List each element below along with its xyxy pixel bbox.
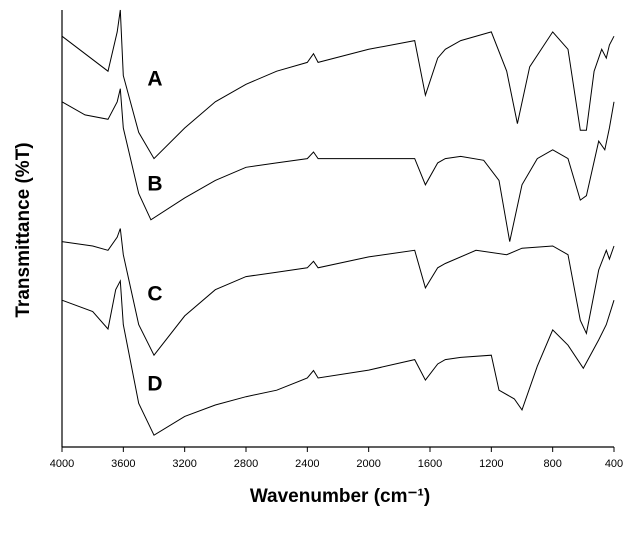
y-axis-title: Transmittance (%T) (13, 142, 34, 317)
x-tick-label: 800 (543, 458, 561, 470)
x-tick-label: 4000 (50, 458, 74, 470)
x-tick-label: 2400 (295, 458, 319, 470)
series-label: B (147, 173, 162, 196)
x-tick-label: 1600 (418, 458, 442, 470)
x-axis-title: Wavenumber (cm⁻¹) (250, 486, 430, 507)
spectrum-line (61, 279, 615, 436)
x-tick-label: 2800 (234, 458, 258, 470)
x-tick-label: 3200 (172, 458, 196, 470)
x-tick-label: 3600 (111, 458, 135, 470)
spectrum-line (61, 228, 615, 357)
series-label: A (147, 68, 162, 91)
x-tick-label: 1200 (479, 458, 503, 470)
x-tick-label: 400 (605, 458, 623, 470)
series-label: D (147, 373, 162, 396)
spectrum-line (61, 88, 615, 242)
series-label: C (147, 283, 162, 306)
spectrum-line (61, 9, 615, 160)
x-tick-label: 2000 (356, 458, 380, 470)
